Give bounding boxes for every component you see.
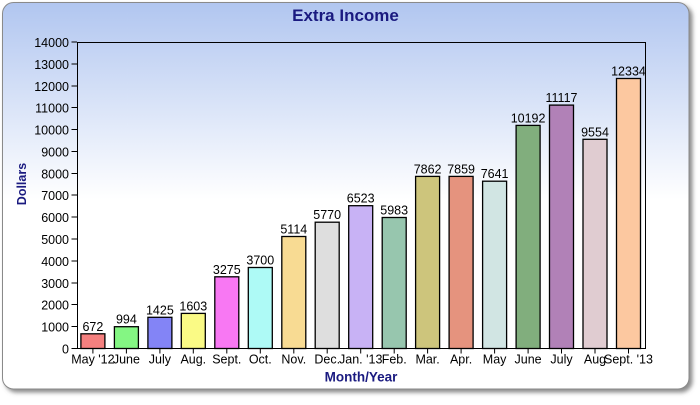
- svg-text:11000: 11000: [35, 102, 69, 116]
- svg-text:Sept.: Sept.: [212, 353, 241, 367]
- svg-text:July: July: [550, 353, 573, 367]
- svg-text:Aug: Aug: [584, 353, 606, 367]
- svg-text:672: 672: [82, 320, 103, 334]
- svg-text:7859: 7859: [447, 162, 475, 176]
- svg-text:4000: 4000: [41, 255, 69, 269]
- svg-text:Nov.: Nov.: [281, 353, 306, 367]
- svg-text:May '12: May '12: [71, 353, 114, 367]
- svg-text:9554: 9554: [581, 125, 609, 139]
- svg-text:12000: 12000: [34, 80, 69, 94]
- svg-text:9000: 9000: [41, 146, 69, 160]
- svg-text:1603: 1603: [179, 299, 207, 313]
- svg-text:7641: 7641: [481, 167, 509, 181]
- svg-text:6000: 6000: [41, 211, 69, 225]
- svg-text:Aug.: Aug.: [180, 353, 206, 367]
- svg-text:Dec.: Dec.: [314, 353, 340, 367]
- svg-text:994: 994: [116, 313, 137, 327]
- svg-text:Mar.: Mar.: [415, 353, 439, 367]
- svg-text:Feb.: Feb.: [382, 353, 407, 367]
- svg-text:7000: 7000: [41, 189, 69, 203]
- svg-text:10000: 10000: [34, 124, 69, 138]
- svg-text:June: June: [113, 353, 140, 367]
- svg-text:Extra Income: Extra Income: [292, 6, 399, 25]
- svg-text:14000: 14000: [34, 36, 69, 50]
- svg-text:3000: 3000: [41, 277, 69, 291]
- svg-text:5000: 5000: [41, 233, 69, 247]
- svg-text:10192: 10192: [511, 111, 546, 125]
- svg-text:5114: 5114: [280, 223, 307, 237]
- svg-text:3700: 3700: [246, 254, 274, 268]
- svg-text:1000: 1000: [41, 321, 69, 335]
- svg-text:6523: 6523: [347, 192, 375, 206]
- svg-text:Dollars: Dollars: [15, 163, 29, 205]
- svg-text:5983: 5983: [380, 204, 408, 218]
- svg-text:Apr.: Apr.: [450, 353, 472, 367]
- svg-text:July: July: [149, 353, 172, 367]
- svg-text:8000: 8000: [41, 168, 69, 182]
- svg-text:12334: 12334: [611, 65, 646, 79]
- svg-text:11117: 11117: [546, 91, 578, 105]
- svg-text:5770: 5770: [313, 208, 341, 222]
- svg-text:7862: 7862: [414, 162, 442, 176]
- svg-text:Oct.: Oct.: [249, 353, 272, 367]
- svg-text:2000: 2000: [41, 299, 69, 313]
- svg-text:0: 0: [62, 343, 69, 357]
- svg-text:13000: 13000: [34, 58, 69, 72]
- svg-text:3275: 3275: [213, 263, 241, 277]
- svg-text:Month/Year: Month/Year: [325, 370, 399, 385]
- svg-text:1425: 1425: [146, 303, 174, 317]
- svg-text:June: June: [515, 353, 542, 367]
- svg-text:Sept. '13: Sept. '13: [604, 353, 653, 367]
- svg-text:May: May: [483, 353, 507, 367]
- svg-text:Jan. '13: Jan. '13: [339, 353, 382, 367]
